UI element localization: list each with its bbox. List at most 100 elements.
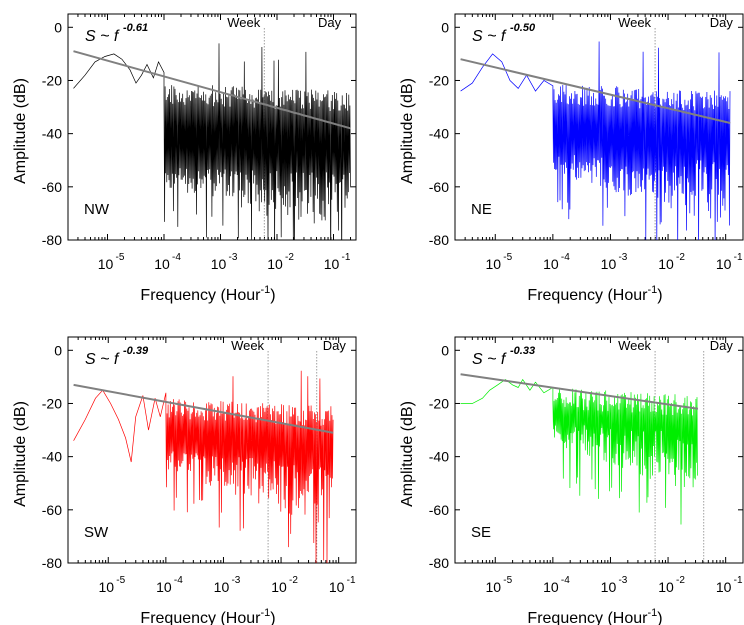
y-tick-label: -20 (429, 72, 449, 88)
marker-label-day: Day (710, 338, 734, 353)
fit-exponent: -0.50 (510, 22, 536, 34)
region-label: NW (84, 201, 110, 218)
x-tick-label: 10 (211, 256, 227, 272)
y-axis-label: Amplitude (dB) (12, 78, 29, 184)
spectrum-series (460, 41, 731, 240)
y-tick-label: 0 (441, 19, 449, 35)
x-tick-label: 10 (601, 579, 617, 595)
x-tick-exponent: -1 (734, 252, 743, 263)
region-label: NE (471, 201, 492, 218)
fit-annotation: S ~ f (472, 351, 507, 368)
y-tick-label: -40 (429, 126, 449, 142)
y-tick-label: -40 (42, 449, 62, 465)
x-tick-label: 10 (98, 256, 114, 272)
fit-exponent: -0.61 (123, 22, 148, 34)
x-tick-label: 10 (543, 579, 559, 595)
x-tick-exponent: -4 (172, 252, 181, 263)
x-tick-exponent: -2 (676, 575, 685, 586)
region-label: SW (84, 524, 109, 541)
x-tick-exponent: -4 (561, 252, 570, 263)
axes-frame (454, 336, 744, 564)
spectrum-line-se (460, 378, 698, 525)
x-tick-label: 10 (485, 579, 501, 595)
marker-label-day: Day (710, 15, 734, 30)
spectrum-series (73, 43, 351, 240)
fit-line (460, 58, 731, 124)
x-tick-exponent: -1 (342, 252, 351, 263)
x-tick-label: 10 (601, 256, 617, 272)
x-tick-label: 10 (485, 256, 501, 272)
x-tick-label: 10 (329, 579, 345, 595)
x-tick-exponent: -4 (561, 575, 570, 586)
x-tick-label: 10 (716, 256, 732, 272)
x-tick-label: 10 (271, 579, 287, 595)
x-tick-exponent: -2 (285, 252, 294, 263)
y-tick-label: -20 (42, 395, 62, 411)
marker-label-week: Week (227, 15, 260, 30)
marker-label-day: Day (318, 15, 342, 30)
y-tick-label: 0 (441, 342, 449, 358)
x-axis-label: Frequency (Hour-1) (140, 607, 275, 625)
x-axis-label: Frequency (Hour-1) (527, 284, 662, 304)
x-tick-label: 10 (658, 579, 674, 595)
y-tick-label: -80 (42, 555, 62, 571)
x-tick-exponent: -3 (231, 575, 240, 586)
y-axis-label: Amplitude (dB) (399, 78, 416, 184)
fit-annotation: S ~ f (85, 351, 120, 368)
y-tick-label: 0 (54, 19, 62, 35)
x-axis-label: Frequency (Hour-1) (140, 284, 275, 304)
y-tick-label: -80 (42, 232, 62, 248)
x-tick-exponent: -1 (347, 575, 356, 586)
x-tick-exponent: -5 (503, 252, 512, 263)
y-tick-label: -60 (42, 502, 62, 518)
x-tick-exponent: -5 (115, 252, 124, 263)
x-tick-exponent: -3 (618, 575, 627, 586)
y-tick-label: -20 (429, 395, 449, 411)
marker-label-week: Week (618, 338, 651, 353)
x-tick-exponent: -4 (174, 575, 183, 586)
x-tick-exponent: -5 (116, 575, 125, 586)
fit-line (73, 50, 351, 130)
fit-line (73, 383, 334, 434)
x-tick-exponent: -2 (289, 575, 298, 586)
x-tick-label: 10 (214, 579, 230, 595)
fit-line (460, 373, 699, 410)
x-tick-exponent: -1 (734, 575, 743, 586)
x-tick-label: 10 (324, 256, 340, 272)
spectrum-series (460, 373, 699, 525)
y-tick-label: -80 (429, 232, 449, 248)
x-tick-label: 10 (658, 256, 674, 272)
y-tick-label: -60 (429, 502, 449, 518)
y-axis-label: Amplitude (dB) (399, 401, 416, 507)
y-tick-label: -60 (429, 179, 449, 195)
y-tick-label: -20 (42, 72, 62, 88)
marker-label-week: Week (618, 15, 651, 30)
x-tick-label: 10 (98, 579, 114, 595)
x-tick-exponent: -3 (618, 252, 627, 263)
y-axis-label: Amplitude (dB) (12, 401, 29, 507)
fit-exponent: -0.39 (123, 345, 149, 357)
x-tick-label: 10 (543, 256, 559, 272)
spectrum-line-nw (73, 43, 351, 240)
spectrum-line-ne (460, 41, 731, 240)
y-tick-label: -80 (429, 555, 449, 571)
fit-exponent: -0.33 (510, 345, 535, 357)
x-tick-label: 10 (154, 256, 170, 272)
x-tick-label: 10 (267, 256, 283, 272)
y-tick-label: -40 (42, 126, 62, 142)
x-tick-exponent: -3 (229, 252, 238, 263)
y-tick-label: -60 (42, 179, 62, 195)
fit-annotation: S ~ f (472, 28, 507, 45)
spectrum-line-sw (73, 370, 334, 563)
x-tick-exponent: -2 (676, 252, 685, 263)
marker-label-week: Week (231, 338, 264, 353)
x-tick-label: 10 (716, 579, 732, 595)
marker-label-day: Day (323, 338, 347, 353)
x-tick-exponent: -5 (503, 575, 512, 586)
x-tick-label: 10 (156, 579, 172, 595)
